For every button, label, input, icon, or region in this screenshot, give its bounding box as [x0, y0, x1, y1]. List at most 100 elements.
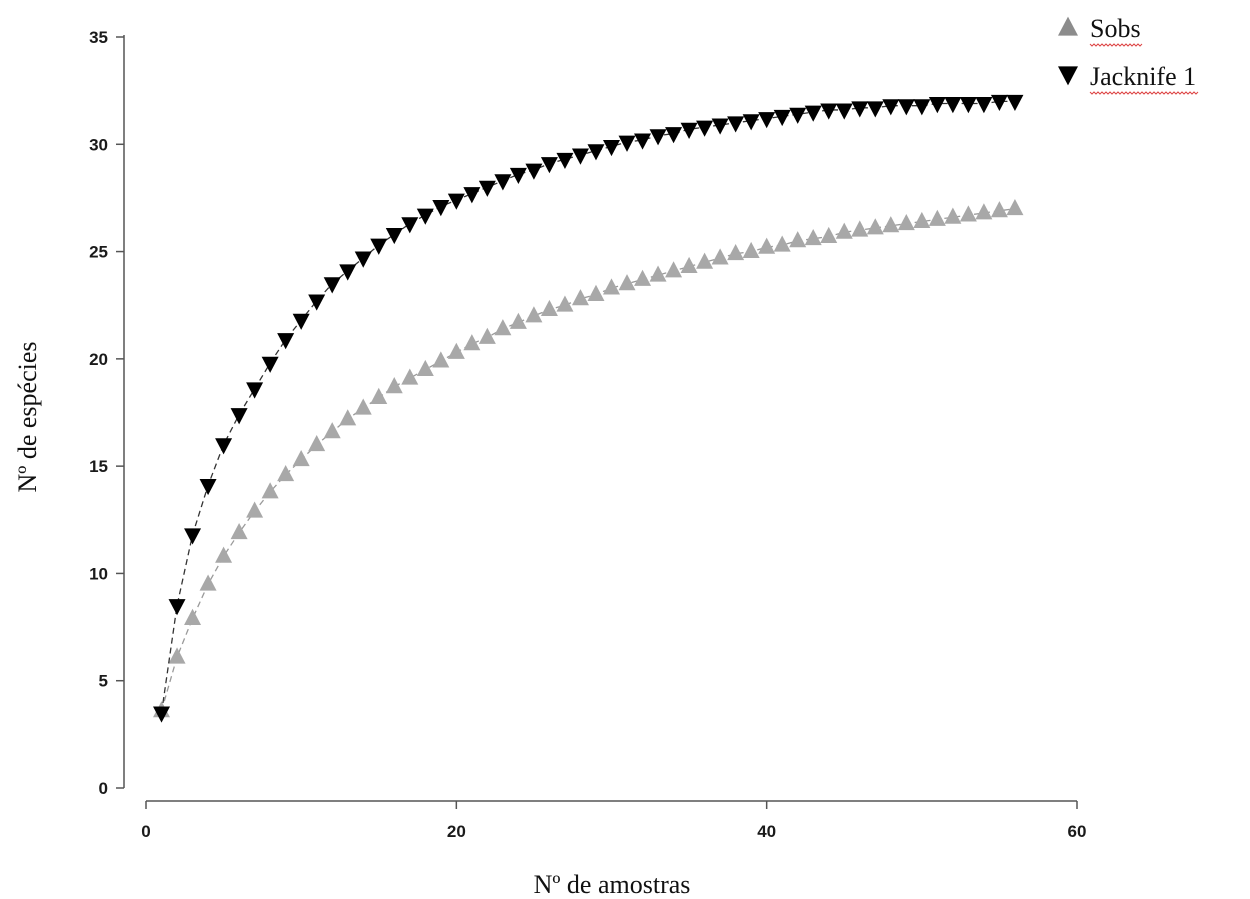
- data-point-jacknife-1: [432, 200, 450, 217]
- data-point-jacknife-1: [463, 187, 481, 204]
- data-point-jacknife-1: [990, 94, 1008, 112]
- data-point-jacknife-1: [665, 127, 683, 144]
- data-point-jacknife-1: [447, 193, 465, 210]
- y-tick-label: 10: [89, 564, 108, 583]
- data-point-jacknife-1: [168, 599, 186, 616]
- series-jacknife-1: [153, 94, 1024, 723]
- legend-item-sobs: Sobs: [1058, 14, 1143, 47]
- data-point-jacknife-1: [370, 238, 388, 255]
- data-point-jacknife-1: [758, 112, 776, 129]
- legend-marker-jacknife-1: [1058, 66, 1078, 86]
- data-point-sobs: [416, 359, 434, 377]
- data-point-sobs: [773, 235, 791, 252]
- data-point-sobs: [990, 201, 1008, 218]
- data-point-sobs: [323, 422, 341, 439]
- data-point-sobs: [649, 265, 667, 282]
- data-point-sobs: [401, 368, 419, 385]
- data-point-sobs: [634, 269, 652, 286]
- data-point-jacknife-1: [603, 139, 620, 157]
- legend-label-jacknife-1: Jacknife 1: [1090, 62, 1196, 91]
- data-point-sobs: [820, 226, 838, 244]
- data-point-sobs: [540, 299, 558, 316]
- spellcheck-underline: [1089, 91, 1199, 95]
- data-point-jacknife-1: [851, 101, 869, 118]
- y-tick-label: 20: [89, 350, 108, 369]
- data-point-sobs: [1006, 198, 1024, 216]
- data-point-jacknife-1: [959, 97, 977, 114]
- data-point-sobs: [882, 216, 900, 233]
- data-point-sobs: [215, 546, 233, 563]
- data-point-sobs: [277, 465, 295, 482]
- data-point-jacknife-1: [944, 97, 962, 114]
- data-point-jacknife-1: [153, 706, 171, 723]
- data-point-jacknife-1: [571, 148, 589, 165]
- data-point-sobs: [432, 351, 450, 368]
- x-tick-label: 60: [1068, 822, 1087, 841]
- data-point-sobs: [230, 522, 248, 540]
- data-point-sobs: [789, 231, 807, 248]
- data-point-sobs: [913, 211, 931, 228]
- data-point-sobs: [494, 319, 512, 336]
- data-point-sobs: [603, 278, 620, 295]
- data-point-sobs: [587, 284, 605, 301]
- data-point-jacknife-1: [509, 167, 527, 185]
- data-point-sobs: [509, 312, 527, 329]
- x-ticks: 0 20 40 60: [141, 801, 1086, 841]
- y-tick-label: 0: [99, 779, 108, 798]
- series-sobs: [153, 198, 1024, 718]
- data-point-sobs: [618, 274, 636, 291]
- data-point-jacknife-1: [556, 152, 574, 169]
- data-point-jacknife-1: [820, 103, 838, 120]
- data-point-jacknife-1: [385, 227, 403, 245]
- data-point-sobs: [339, 409, 357, 426]
- axes: 0 5 10 15 20 25 30 35 0 20 40 60: [89, 28, 1086, 841]
- data-point-jacknife-1: [540, 157, 558, 174]
- series-layer: [153, 94, 1024, 723]
- y-tick-label: 15: [89, 457, 108, 476]
- legend-marker-sobs: [1058, 16, 1078, 36]
- data-point-jacknife-1: [975, 97, 993, 114]
- x-axis-title: Nº de amostras: [534, 870, 691, 899]
- data-point-jacknife-1: [804, 105, 822, 122]
- data-point-sobs: [866, 218, 884, 235]
- data-point-sobs: [851, 220, 869, 237]
- data-point-sobs: [835, 222, 853, 239]
- data-point-jacknife-1: [649, 129, 667, 146]
- data-point-jacknife-1: [277, 333, 295, 350]
- data-point-jacknife-1: [711, 118, 729, 135]
- data-point-sobs: [804, 229, 822, 246]
- data-point-sobs: [385, 377, 403, 394]
- data-point-jacknife-1: [897, 99, 915, 116]
- data-point-sobs: [928, 209, 946, 226]
- data-point-sobs: [571, 289, 589, 306]
- data-point-jacknife-1: [308, 294, 326, 311]
- data-point-jacknife-1: [184, 528, 202, 545]
- data-point-sobs: [711, 248, 729, 265]
- data-point-jacknife-1: [261, 356, 279, 373]
- data-point-sobs: [525, 306, 543, 323]
- data-point-sobs: [897, 213, 915, 231]
- series-line-jacknife-1: [160, 100, 1015, 713]
- data-point-jacknife-1: [618, 135, 636, 152]
- data-point-sobs: [742, 241, 760, 259]
- data-point-sobs: [758, 237, 776, 254]
- data-point-jacknife-1: [1006, 94, 1024, 112]
- y-tick-label: 25: [89, 243, 108, 262]
- data-point-jacknife-1: [727, 116, 745, 133]
- data-point-sobs: [447, 342, 465, 359]
- data-point-sobs: [308, 434, 326, 452]
- data-point-sobs: [463, 334, 481, 351]
- data-point-sobs: [975, 203, 993, 220]
- data-point-jacknife-1: [215, 438, 233, 455]
- data-point-sobs: [665, 261, 683, 278]
- y-tick-label: 5: [99, 672, 108, 691]
- data-point-jacknife-1: [789, 107, 807, 124]
- y-ticks: 0 5 10 15 20 25 30 35: [89, 28, 124, 798]
- x-tick-label: 20: [447, 822, 466, 841]
- data-point-sobs: [944, 207, 962, 224]
- data-point-jacknife-1: [339, 264, 357, 281]
- data-point-sobs: [680, 256, 698, 274]
- data-point-jacknife-1: [913, 99, 931, 116]
- data-point-jacknife-1: [494, 174, 512, 191]
- data-point-jacknife-1: [323, 277, 341, 294]
